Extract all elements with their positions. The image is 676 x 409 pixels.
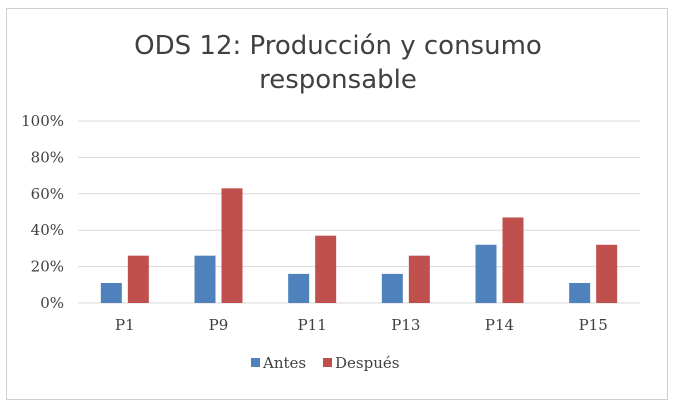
y-tick-label: 100%	[21, 112, 64, 130]
bars	[100, 188, 618, 303]
bar-despus-p11	[315, 235, 337, 303]
x-tick-label: P9	[209, 316, 229, 334]
bar-despus-p15	[596, 244, 618, 303]
chart-title-line-1: ODS 12: Producción y consumo	[134, 31, 542, 61]
x-tick-label: P13	[391, 316, 420, 334]
x-axis-ticks: P1 P9 P11 P13 P14 P15	[115, 316, 608, 334]
chart-frame	[6, 8, 668, 400]
bar-despus-p13	[408, 255, 430, 303]
bar-despus-p9	[221, 188, 243, 303]
bar-antes-p11	[288, 273, 310, 303]
x-tick-label: P1	[115, 316, 135, 334]
bar-despus-p1	[127, 255, 149, 303]
y-tick-label: 80%	[31, 148, 64, 166]
bar-antes-p15	[569, 282, 591, 303]
x-tick-label: P14	[485, 316, 514, 334]
bar-antes-p14	[475, 244, 497, 303]
bar-despus-p14	[502, 217, 524, 303]
legend-label-0: Antes	[262, 354, 306, 372]
y-tick-label: 0%	[40, 294, 64, 312]
x-tick-label: P15	[579, 316, 608, 334]
gridlines	[78, 120, 640, 304]
y-axis-ticks: 0% 20% 40% 60% 80% 100%	[21, 112, 64, 312]
bar-antes-p13	[381, 273, 403, 303]
x-tick-label: P11	[298, 316, 327, 334]
legend-swatch-0	[251, 358, 260, 367]
bar-antes-p1	[100, 282, 122, 303]
y-tick-label: 40%	[31, 221, 64, 239]
legend-swatch-1	[323, 358, 332, 367]
y-tick-label: 60%	[31, 185, 64, 203]
chart-title-line-2: responsable	[259, 65, 417, 95]
y-tick-label: 20%	[31, 258, 64, 276]
legend: Antes Después	[251, 354, 399, 372]
bar-antes-p9	[194, 255, 216, 303]
legend-label-1: Después	[335, 354, 399, 372]
